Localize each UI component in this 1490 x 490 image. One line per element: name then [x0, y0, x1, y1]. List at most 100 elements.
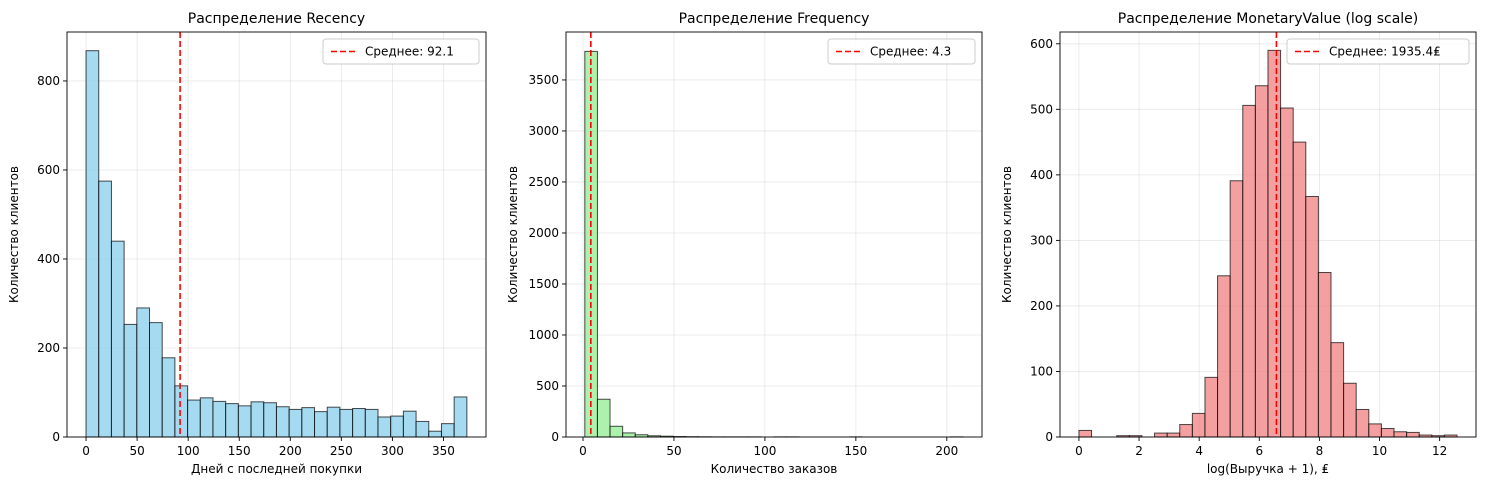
histogram-bar	[364, 408, 379, 438]
histogram-bar	[1330, 342, 1345, 438]
x-tick-label: 200	[935, 444, 958, 458]
y-tick-label: 0	[1045, 430, 1053, 444]
x-tick-label: 50	[129, 444, 144, 458]
histogram-bar	[1242, 104, 1256, 438]
histogram-bar	[136, 307, 151, 438]
y-tick-label: 2000	[528, 226, 559, 240]
x-tick-label: 250	[330, 444, 353, 458]
x-axis-label: Количество заказов	[711, 462, 838, 476]
x-tick-label: 4	[1195, 444, 1203, 458]
x-axis-label: log(Выручка + 1), ₤	[1207, 462, 1329, 476]
histogram-bar	[98, 180, 112, 438]
y-tick-label: 3500	[528, 73, 559, 87]
x-tick-label: 0	[1075, 444, 1083, 458]
x-tick-label: 0	[82, 444, 90, 458]
y-tick-label: 1000	[528, 328, 559, 342]
y-tick-label: 100	[1030, 364, 1053, 378]
histogram-bar	[326, 406, 341, 438]
y-axis-label: Количество клиентов	[1000, 166, 1014, 303]
histogram-bar	[237, 405, 252, 438]
histogram-bar	[275, 406, 290, 438]
histogram-bar	[85, 50, 100, 438]
histogram-bar	[301, 407, 316, 438]
x-tick-label: 10	[1372, 444, 1387, 458]
histogram-bar	[187, 399, 201, 438]
x-tick-label: 6	[1255, 444, 1263, 458]
histogram-bar	[390, 415, 404, 438]
histogram-bar	[225, 403, 239, 438]
x-tick-label: 150	[228, 444, 251, 458]
histogram-bar	[428, 430, 442, 438]
chart-recency: 0 50 100 150 200 250 300 350 0 200 400 600 800 Распре…	[7, 11, 487, 476]
histogram-bar	[288, 408, 303, 438]
histogram-bar	[123, 323, 138, 438]
y-axis-label: Количество клиентов	[506, 166, 520, 303]
histogram-bar	[1217, 275, 1231, 438]
histogram-bar	[1343, 382, 1357, 438]
y-tick-label: 200	[37, 341, 60, 355]
legend-label: Среднее: 92.1	[365, 45, 454, 59]
x-tick-label: 0	[579, 444, 587, 458]
x-tick-label: 350	[432, 444, 455, 458]
chart-title-recency: Распределение Recency	[188, 11, 365, 27]
histogram-bar	[609, 425, 624, 438]
y-tick-label: 300	[1030, 233, 1053, 247]
chart-title-frequency: Распределение Frequency	[679, 11, 870, 27]
histogram-bar	[174, 385, 189, 438]
y-tick-label: 200	[1030, 299, 1053, 313]
y-axis-label: Количество клиентов	[7, 166, 21, 303]
histogram-bar	[1267, 49, 1282, 438]
y-tick-label: 0	[551, 430, 559, 444]
histogram-bar	[1154, 432, 1168, 438]
y-tick-label: 500	[536, 379, 559, 393]
chart-title-monetary: Распределение MonetaryValue (log scale)	[1118, 11, 1418, 27]
y-tick-label: 400	[37, 252, 60, 266]
histogram-bar	[1317, 272, 1332, 438]
histogram-bar	[1166, 432, 1181, 438]
axes-frame	[565, 31, 983, 438]
histogram-bar	[212, 400, 227, 438]
histogram-bar	[263, 402, 277, 438]
histogram-bar	[1368, 423, 1382, 438]
histogram-bar	[110, 240, 125, 438]
histogram-bar	[1393, 431, 1408, 438]
y-tick-label: 600	[1030, 37, 1053, 51]
x-tick-label: 2	[1135, 444, 1143, 458]
histogram-bar	[199, 397, 214, 438]
histogram-bar	[377, 416, 392, 438]
histogram-bar	[453, 396, 468, 438]
histogram-bar	[1355, 408, 1370, 438]
histogram-bar	[402, 410, 417, 438]
histogram-bar	[1179, 424, 1193, 438]
histogram-bar	[622, 432, 636, 438]
y-tick-label: 800	[37, 74, 60, 88]
histogram-bar	[1380, 427, 1395, 438]
histogram-bar	[161, 357, 176, 438]
histogram-bar	[415, 420, 430, 438]
y-tick-label: 0	[52, 430, 60, 444]
x-tick-label: 50	[666, 444, 681, 458]
y-tick-label: 600	[37, 163, 60, 177]
x-tick-label: 12	[1432, 444, 1447, 458]
histogram-bar	[250, 401, 265, 438]
histogram-bar	[352, 408, 366, 438]
histogram-bar	[1292, 141, 1307, 438]
x-tick-label: 100	[177, 444, 200, 458]
histogram-bar	[314, 411, 328, 438]
histogram-bar	[1191, 412, 1206, 438]
y-tick-label: 1500	[528, 277, 559, 291]
x-tick-label: 300	[381, 444, 404, 458]
histogram-bar	[1229, 180, 1244, 438]
y-tick-label: 3000	[528, 124, 559, 138]
chart-frequency: 0 50 100 150 2000500100015002000250030003500…	[506, 11, 983, 476]
histogram-bar	[1280, 107, 1294, 438]
histogram-bar	[1406, 431, 1420, 438]
axes-frame	[1059, 31, 1477, 438]
x-tick-label: 100	[753, 444, 776, 458]
x-tick-label: 200	[279, 444, 302, 458]
histogram-bar	[1305, 195, 1319, 438]
histogram-bar	[149, 322, 163, 438]
legend-box	[322, 38, 480, 65]
histogram-bar	[1078, 429, 1093, 438]
legend-label: Среднее: 4.3	[870, 45, 951, 59]
